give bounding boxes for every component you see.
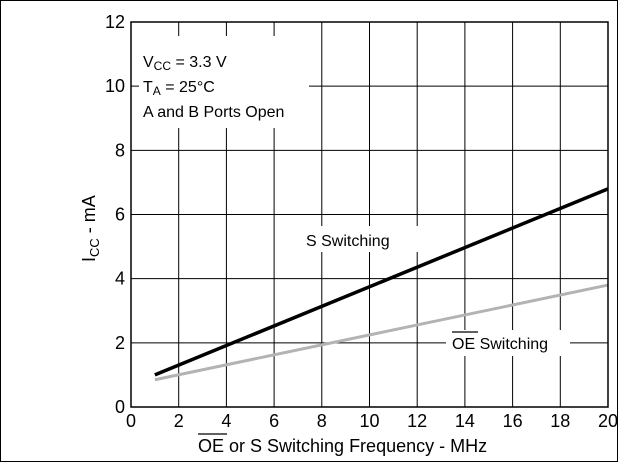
series-layer (154, 187, 609, 382)
y-tick-label: 4 (115, 269, 125, 289)
x-tick-label: 10 (359, 411, 379, 431)
s-label-bg (300, 226, 420, 252)
series-label-oe: OE Switching (452, 336, 548, 353)
x-tick-label: 6 (269, 411, 279, 431)
x-ticks: 0 2 4 6 8 10 12 14 16 18 20 (126, 411, 618, 431)
oe-label-bg (446, 330, 570, 356)
series-label-oe-bar: OE (452, 336, 475, 353)
series-line-s-switching (154, 187, 609, 377)
x-tick-label: 14 (455, 411, 475, 431)
y-axis-title: ICC - mA (79, 195, 102, 262)
x-tick-label: 20 (598, 411, 618, 431)
y-tick-label: 0 (115, 397, 125, 417)
condition-ports: A and B Ports Open (143, 104, 284, 121)
x-tick-label: 4 (221, 411, 231, 431)
x-tick-label: 16 (503, 411, 523, 431)
series-label-s: S Switching (306, 233, 390, 250)
x-tick-label: 0 (126, 411, 136, 431)
x-tick-label: 18 (550, 411, 570, 431)
y-tick-label: 10 (105, 76, 125, 96)
condition-vcc: VCC = 3.3 V (143, 54, 227, 73)
x-tick-label: 12 (407, 411, 427, 431)
y-tick-label: 8 (115, 140, 125, 160)
x-tick-label: 8 (317, 411, 327, 431)
series-line-oe-switching (154, 283, 609, 382)
plot-border (130, 21, 609, 408)
conditions-bg (139, 36, 309, 128)
y-tick-label: 6 (115, 205, 125, 225)
x-tick-label: 2 (174, 411, 184, 431)
y-tick-label: 12 (105, 12, 125, 32)
x-axis-title: OE or S Switching Frequency - MHz (198, 436, 487, 456)
y-ticks: 0 2 4 6 8 10 12 (105, 12, 125, 417)
y-tick-label: 2 (115, 333, 125, 353)
conditions-note: VCC = 3.3 V TA = 25°C A and B Ports Open (139, 36, 309, 128)
condition-ta: TA = 25°C (143, 79, 215, 98)
